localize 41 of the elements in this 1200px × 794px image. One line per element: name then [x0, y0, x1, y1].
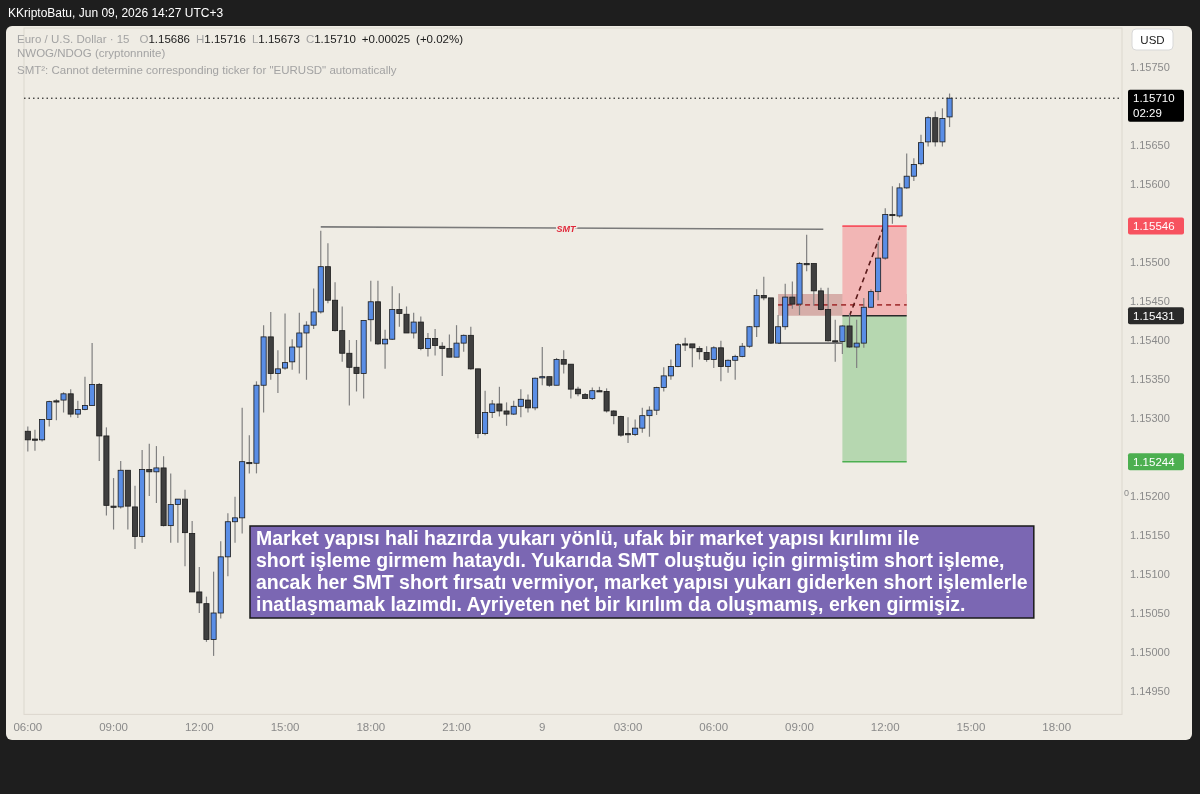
text: 1.15244 — [1133, 455, 1176, 468]
x-tick-label: 9 — [539, 721, 546, 733]
x-tick-label: 18:00 — [356, 721, 386, 733]
text: KKriptoBatu, Jun 09, 2026 14:27 UTC+3 — [8, 6, 224, 20]
x-tick-label: 15:00 — [956, 721, 986, 733]
y-tick-label: 1.15600 — [1130, 178, 1170, 190]
annotation: SMT — [556, 224, 578, 235]
y-tick-label: 1.15100 — [1130, 568, 1170, 580]
ref-line-label: 1.15710 02:29 — [1133, 92, 1175, 120]
annotation: Market yapısı hali hazırda yukarı yönlü, ufak bir market yapısı kırılımı ile short işleme girmem hataydı. Yukarıda SMT oluştuğu için girmiştim short işleme, ancak her SMT short fırsatı vermiyor, market yapısı yukarı giderken short işlemlerle inatlaşmamak lazımdı. Ayriyeten net bir kırılım da oluşmamış, erken girmişiz. — [256, 527, 1028, 615]
x-tick-label: 12:00 — [184, 721, 214, 733]
x-tick-label: 18:00 — [1042, 721, 1072, 733]
y-tick-label: 1.15400 — [1130, 334, 1170, 346]
x-tick-label: 06:00 — [13, 721, 43, 733]
y-tick-label: 1.15150 — [1130, 529, 1170, 541]
y-tick-label: 1.15750 — [1130, 61, 1170, 73]
text: 1.15546 — [1133, 220, 1175, 233]
candlestick — [946, 92, 953, 128]
x-tick-label: 15:00 — [270, 721, 300, 733]
y-tick-label: 1.15000 — [1130, 646, 1170, 658]
text: USD — [1140, 34, 1165, 46]
y-tick-label: 1.14950 — [1130, 685, 1170, 697]
y-tick-label: 1.15050 — [1130, 607, 1170, 619]
y-tick-label: 1.15350 — [1130, 373, 1170, 385]
y-tick-label: 1.15500 — [1130, 256, 1170, 268]
x-tick-label: 12:00 — [870, 721, 900, 733]
text: 0 — [1124, 488, 1130, 498]
x-tick-label: 09:00 — [785, 721, 814, 733]
x-tick-label: 03:00 — [613, 721, 643, 733]
y-tick-label: 1.15650 — [1130, 139, 1170, 151]
x-tick-label: 09:00 — [99, 721, 128, 733]
text: 1.15431 — [1133, 309, 1175, 322]
y-tick-label: 1.15450 — [1130, 295, 1170, 307]
y-tick-label: 1.15200 — [1130, 490, 1170, 502]
text: O1.15686 H1.15716 L1.15673 C1.15710 +0.00025 (+0.02%) — [139, 33, 464, 45]
x-tick-label: 21:00 — [442, 721, 471, 733]
x-tick-label: 06:00 — [699, 721, 729, 733]
annotation: SMT²: Cannot determine corresponding ticker for "EURUSD" automatically — [17, 64, 397, 76]
annotation: NWOG/NDOG (cryptonnnite) — [17, 47, 166, 59]
chart-title: Euro / U.S. Dollar · 15 — [17, 33, 130, 45]
y-tick-label: 1.15300 — [1130, 412, 1170, 424]
